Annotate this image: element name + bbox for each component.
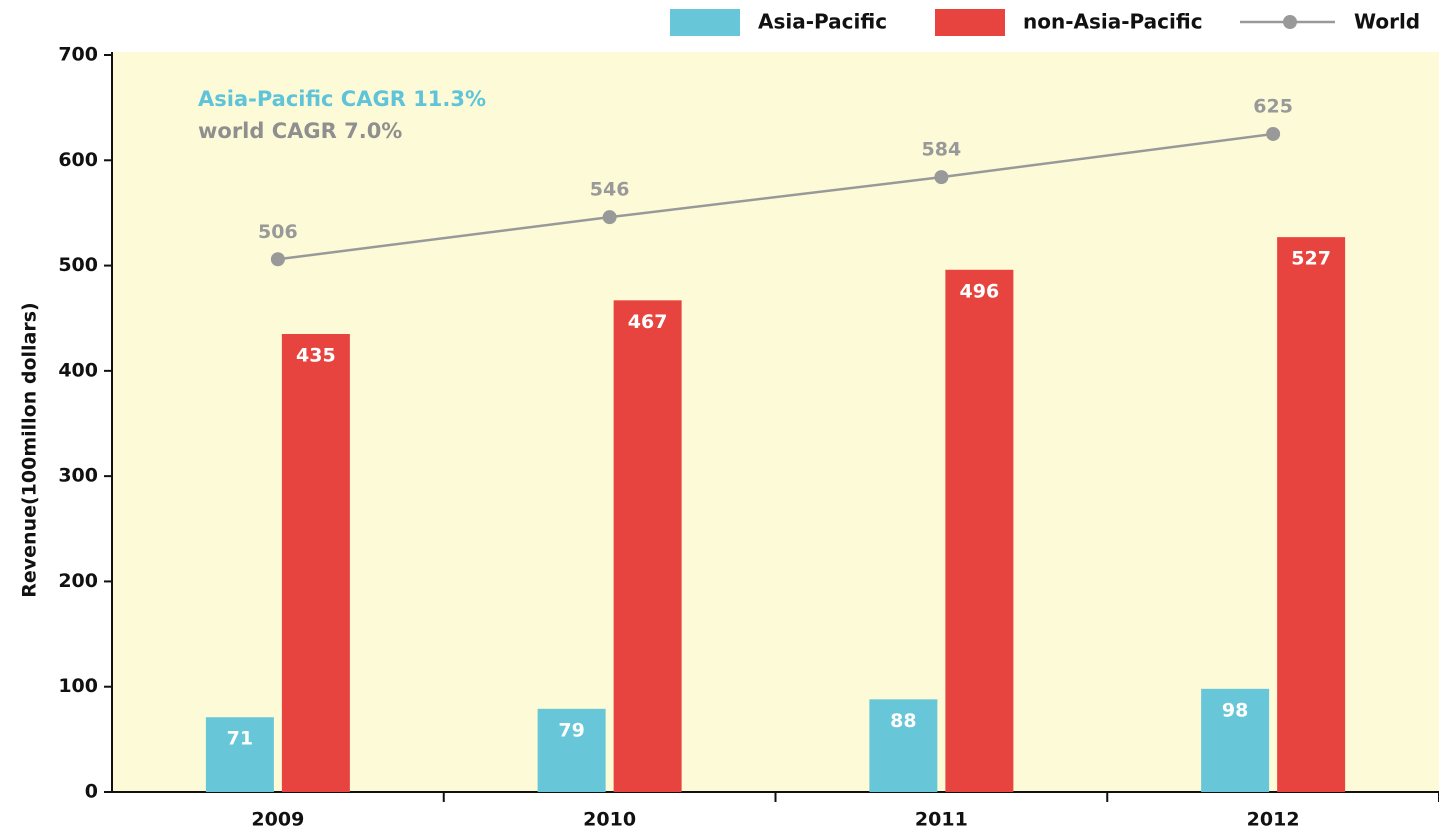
legend-swatch: [935, 9, 1005, 36]
legend-label: non-Asia-Pacific: [1023, 10, 1203, 34]
y-tick-label: 0: [85, 781, 98, 803]
x-tick-label: 2012: [1247, 809, 1300, 831]
y-axis-label: Revenue(100millon dollars): [19, 302, 41, 597]
bar-value-label: 467: [628, 311, 668, 333]
y-tick-label: 500: [58, 254, 98, 276]
bar-value-label: 88: [890, 710, 916, 732]
bar-value-label: 496: [960, 280, 1000, 302]
y-tick-label: 300: [58, 465, 98, 487]
y-tick-label: 100: [58, 675, 98, 697]
line-value-label: 584: [922, 139, 962, 161]
x-tick-label: 2009: [251, 809, 304, 831]
bar: [1201, 688, 1270, 792]
x-tick-label: 2011: [915, 809, 968, 831]
bar: [205, 717, 274, 792]
line-point: [1266, 126, 1281, 141]
bar-value-label: 79: [558, 719, 584, 741]
bar-value-label: 527: [1291, 248, 1331, 270]
line-value-label: 506: [258, 221, 298, 243]
bar: [281, 334, 350, 792]
x-tick-label: 2010: [583, 809, 636, 831]
y-tick-label: 400: [58, 359, 98, 381]
y-tick-label: 200: [58, 570, 98, 592]
bar: [1277, 237, 1346, 792]
bar: [613, 300, 682, 792]
bar: [869, 699, 938, 792]
line: [277, 132, 1274, 261]
legend-point: [1283, 15, 1297, 29]
y-tick-label: 600: [58, 149, 98, 171]
annotation: Asia-Pacific CAGR 11.3%: [198, 87, 486, 111]
line-value-label: 546: [590, 179, 630, 201]
bar-value-label: 98: [1222, 699, 1248, 721]
line-point: [270, 252, 285, 267]
annotation: world CAGR 7.0%: [198, 119, 402, 143]
legend-swatch: [670, 9, 740, 36]
line-value-label: 625: [1253, 95, 1293, 117]
line-point: [934, 170, 949, 185]
line-point: [602, 210, 617, 225]
legend-label: Asia-Pacific: [758, 10, 887, 34]
legend-label: World: [1354, 10, 1420, 34]
bar: [537, 708, 606, 792]
bar-value-label: 71: [227, 728, 253, 750]
bar: [945, 269, 1014, 793]
y-tick-label: 700: [58, 44, 98, 66]
bar-value-label: 435: [296, 345, 336, 367]
